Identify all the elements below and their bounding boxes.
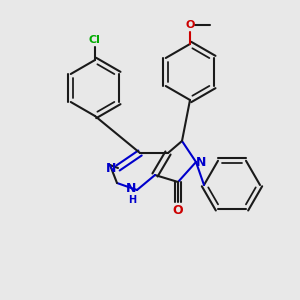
Text: N: N <box>196 155 206 169</box>
Text: Cl: Cl <box>88 35 100 45</box>
Text: N: N <box>106 163 116 176</box>
Text: O: O <box>173 205 183 218</box>
Text: N: N <box>126 182 136 196</box>
Text: O: O <box>185 20 195 30</box>
Text: H: H <box>128 195 136 205</box>
